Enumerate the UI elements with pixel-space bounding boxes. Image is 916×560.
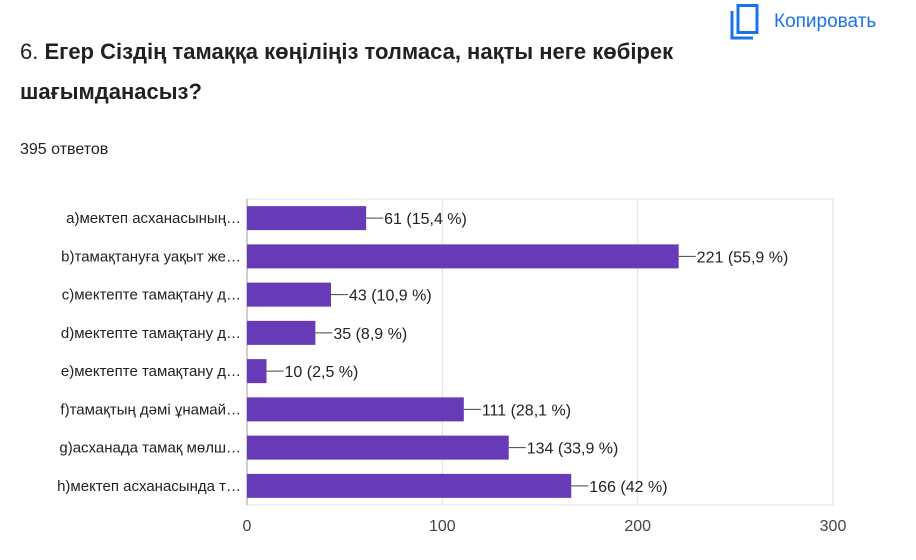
bar (247, 473, 572, 498)
bar (247, 320, 316, 345)
question-text: Егер Сіздің тамаққа көңіліңіз толмаса, н… (20, 39, 674, 104)
bar (247, 244, 679, 269)
x-tick-label: 300 (820, 518, 847, 535)
x-tick-label: 0 (243, 518, 252, 535)
x-tick-label: 100 (429, 518, 456, 535)
responses-count: 395 ответов (20, 141, 109, 158)
data-label: 10 (2,5 %) (285, 364, 359, 381)
data-label: 166 (42 %) (589, 479, 667, 496)
data-label: 134 (33,9 %) (527, 441, 619, 458)
data-label: 43 (10,9 %) (349, 288, 432, 305)
bar (247, 206, 367, 231)
data-label: 221 (55,9 %) (697, 249, 789, 266)
category-label: a)мектеп асханасының… (66, 210, 241, 227)
category-label: f)тамақтың дәмі ұнамай… (60, 401, 241, 418)
category-label: c)мектепте тамақтану д… (62, 287, 241, 304)
category-label: e)мектепте тамақтану д… (61, 363, 241, 380)
category-label: d)мектепте тамақтану д… (61, 325, 241, 342)
bar (247, 282, 331, 307)
question-number: 6. (20, 39, 39, 64)
category-label: h)мектеп асханасында т… (57, 478, 241, 495)
question-title: 6. Егер Сіздің тамаққа көңіліңіз толмаса… (20, 32, 700, 112)
bar (247, 397, 464, 422)
copy-icon (728, 3, 760, 41)
category-label: b)тамақтануға уақыт же… (61, 248, 241, 265)
x-tick-label: 200 (624, 518, 651, 535)
data-label: 35 (8,9 %) (333, 326, 407, 343)
bar (247, 435, 509, 460)
category-label: g)асханада тамақ мөлш… (59, 440, 241, 457)
data-label: 61 (15,4 %) (384, 211, 467, 228)
bar (247, 359, 267, 384)
copy-button-label: Копировать (774, 11, 877, 32)
data-label: 111 (28,1 %) (482, 402, 571, 419)
copy-button[interactable]: Копировать (728, 2, 876, 42)
